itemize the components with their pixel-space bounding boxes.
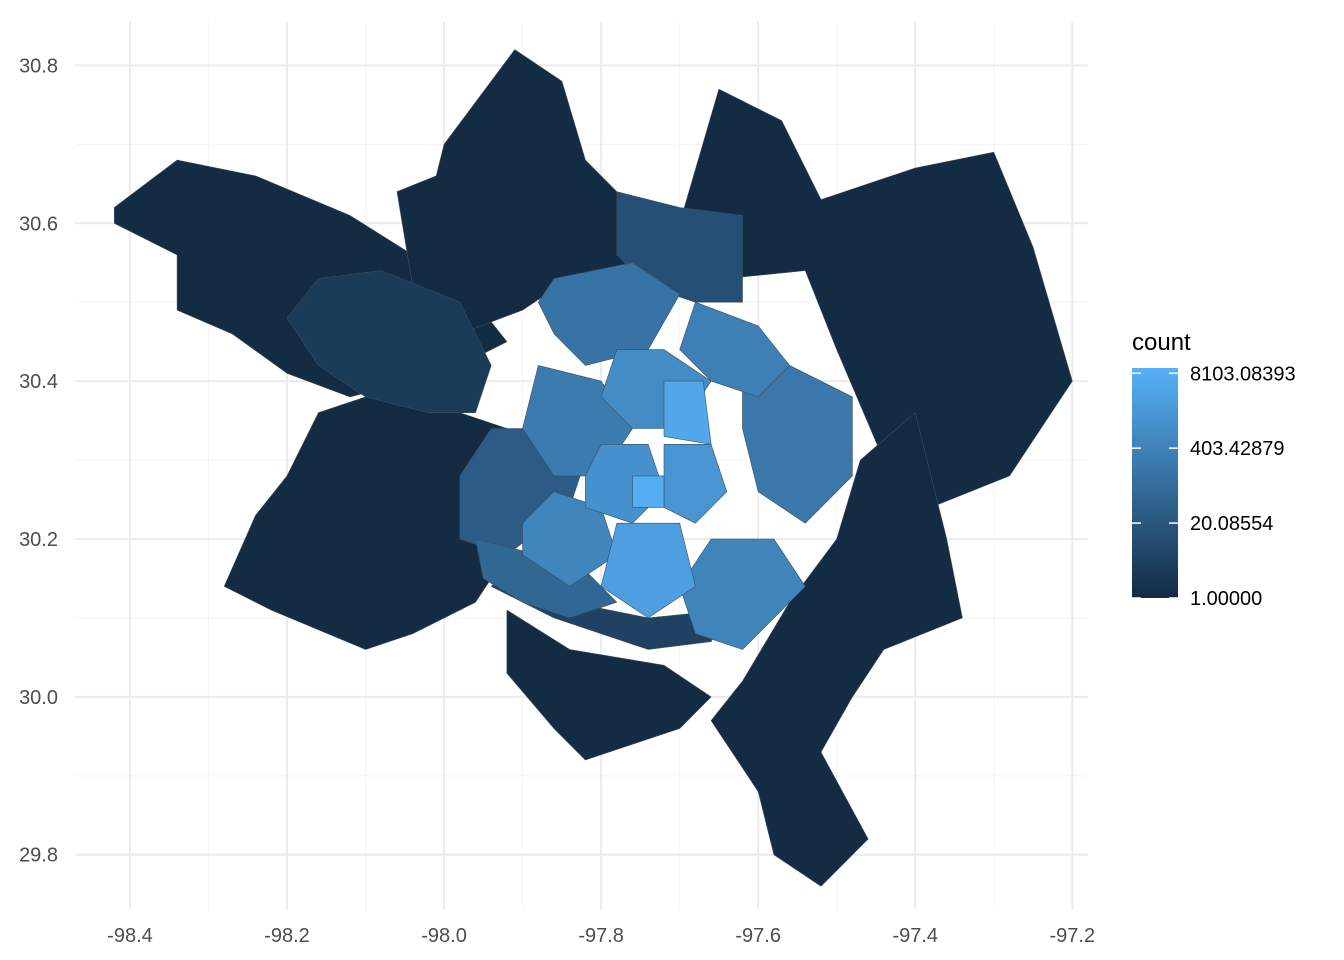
legend-title: count [1132,329,1191,356]
region-central-east [663,443,728,524]
legend-break-label: 1.00000 [1190,588,1262,610]
x-axis: -98.4 -98.2 -98.0 -97.8 -97.6 -97.4 -97.2 [107,925,1095,947]
region-northwest-ring [286,270,492,414]
region-south-outer [506,609,712,761]
x-tick-label: -98.0 [421,925,467,947]
y-tick-label: 30.4 [19,371,58,393]
x-tick-label: -97.8 [578,925,624,947]
x-tick-label: -97.2 [1049,925,1095,947]
y-tick-label: 30.8 [19,55,58,77]
y-axis: 29.8 30.0 30.2 30.4 30.6 30.8 [19,55,58,866]
legend-break-label: 8103.08393 [1190,363,1296,385]
region-northeast-mid [679,301,790,398]
region-southeast-outer [710,412,963,887]
y-tick-label: 30.2 [19,529,58,551]
legend-ticks: 8103.08393 403.42879 20.08554 1.00000 [1132,363,1296,610]
region-northeast-outer [679,88,1073,508]
map-regions [114,49,1073,887]
legend: count 8103.08393 403.42879 20.08554 1.00000 [1132,329,1296,610]
x-tick-label: -98.4 [107,925,153,947]
region-east-mid [742,349,853,524]
legend-break-label: 403.42879 [1190,438,1285,460]
legend-break-label: 20.08554 [1190,513,1273,535]
region-south-central [600,522,696,619]
legend-colorbar [1132,368,1178,598]
x-tick-label: -98.2 [264,925,310,947]
y-tick-label: 30.0 [19,687,58,709]
x-tick-label: -97.4 [892,925,938,947]
region-north-core [663,380,712,445]
x-tick-label: -97.6 [735,925,781,947]
region-downtown [632,475,665,508]
y-tick-label: 29.8 [19,845,58,867]
y-tick-label: 30.6 [19,213,58,235]
